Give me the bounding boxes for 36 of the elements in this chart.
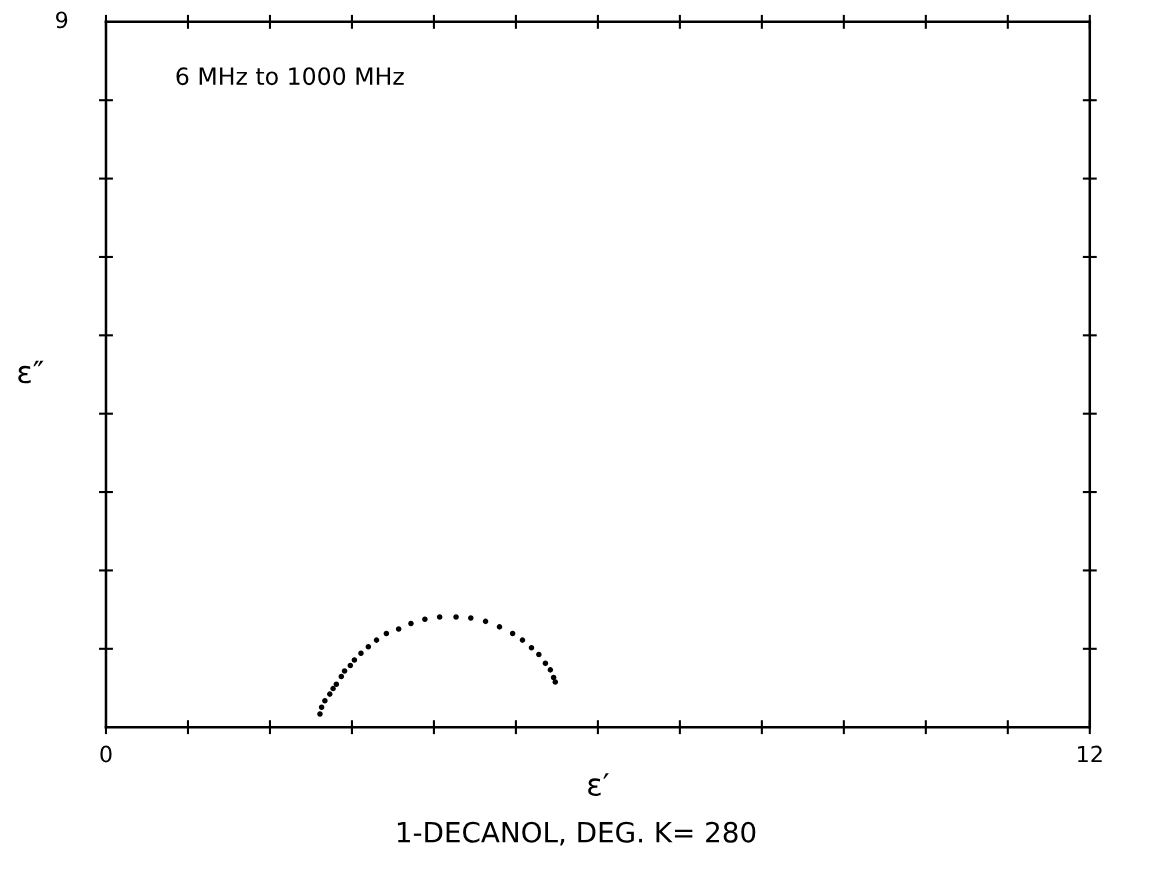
text: 9 bbox=[56, 11, 68, 29]
x-axis-title: ε′ bbox=[588, 773, 609, 796]
point bbox=[322, 697, 328, 704]
point bbox=[496, 624, 503, 630]
text: 1-DECANOL, DEG. K= 280 bbox=[397, 821, 756, 846]
point bbox=[536, 651, 542, 658]
point bbox=[333, 681, 340, 687]
point bbox=[318, 704, 325, 711]
text: 6 MHz to 1000 MHz bbox=[176, 67, 404, 86]
point bbox=[408, 620, 414, 627]
text: ε″ bbox=[18, 360, 44, 384]
x-tick-label: 0 bbox=[100, 745, 112, 763]
point bbox=[547, 667, 554, 673]
point bbox=[552, 679, 559, 685]
point bbox=[351, 657, 358, 663]
x-tick-label: 12 bbox=[1078, 745, 1102, 763]
point bbox=[509, 630, 516, 637]
point bbox=[330, 685, 336, 692]
point bbox=[453, 614, 459, 620]
point bbox=[365, 643, 372, 650]
point bbox=[338, 673, 345, 680]
point bbox=[528, 645, 535, 651]
point bbox=[358, 650, 364, 657]
point bbox=[422, 616, 428, 622]
point bbox=[482, 618, 489, 625]
point bbox=[542, 660, 549, 667]
point bbox=[436, 614, 443, 620]
point bbox=[519, 637, 526, 643]
point bbox=[327, 691, 333, 697]
point bbox=[317, 711, 323, 717]
point bbox=[347, 662, 354, 669]
point bbox=[383, 630, 390, 637]
point bbox=[468, 615, 474, 621]
point bbox=[395, 626, 402, 632]
point bbox=[373, 637, 380, 643]
point bbox=[341, 668, 348, 674]
